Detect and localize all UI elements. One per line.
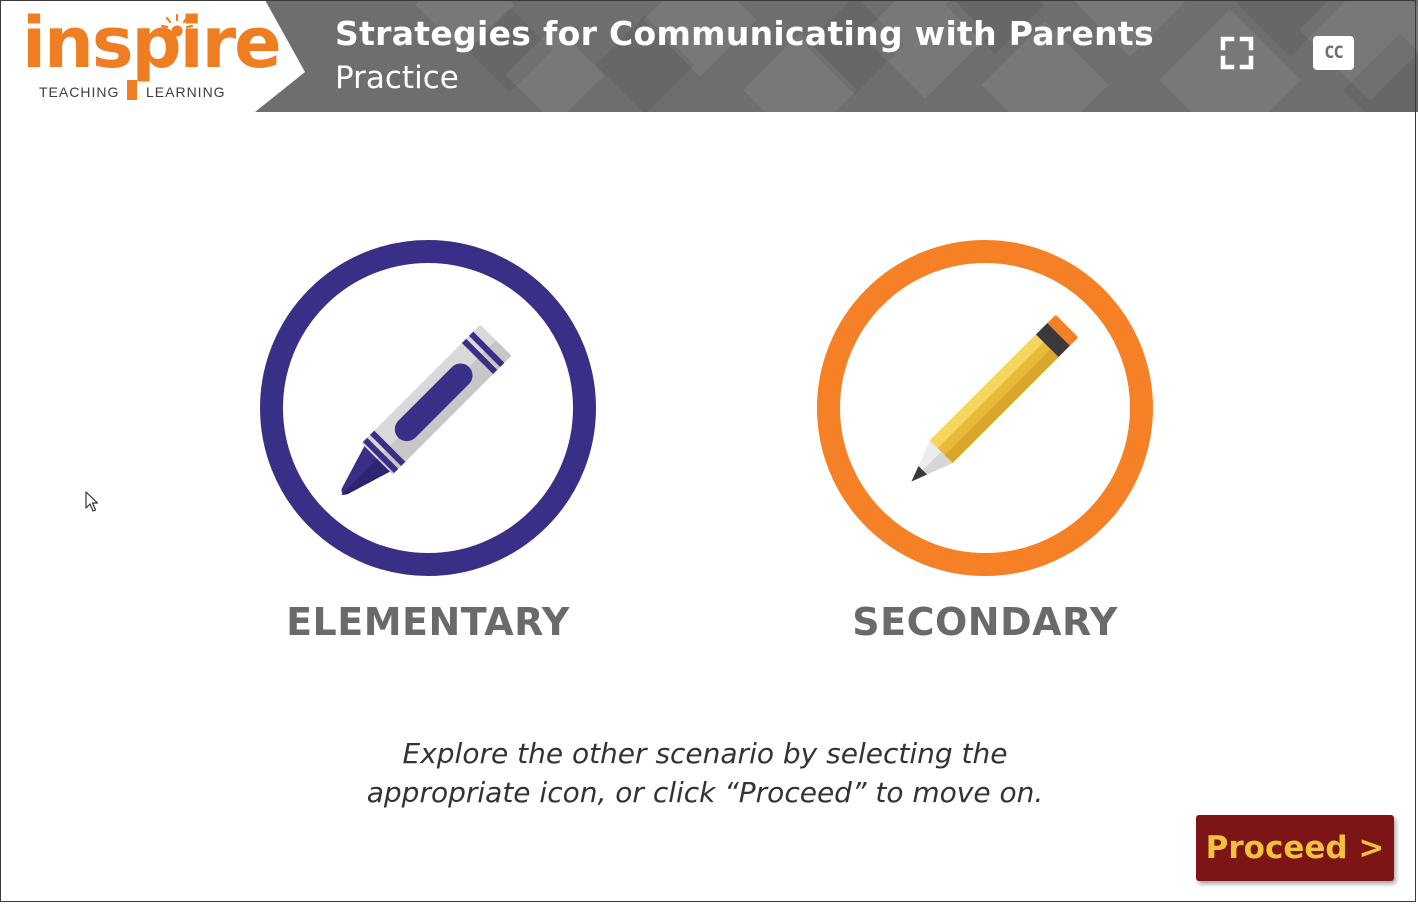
sun-icon (160, 13, 194, 37)
instruction-text: Explore the other scenario by selecting … (300, 734, 1110, 812)
closed-captions-button[interactable]: CC (1313, 36, 1354, 70)
logo-wordmark: inspire (22, 2, 282, 84)
instruction-line-2: appropriate icon, or click “Proceed” to … (366, 776, 1044, 809)
header-pattern (415, 0, 1418, 112)
mouse-pointer-icon (85, 491, 99, 512)
proceed-button-label: Proceed > (1205, 830, 1385, 866)
logo-learning-text: LEARNING (146, 84, 226, 100)
proceed-button[interactable]: Proceed > (1196, 815, 1394, 881)
elementary-label: ELEMENTARY (286, 600, 570, 644)
cc-icon: CC (1324, 43, 1344, 63)
course-title: Strategies for Communicating with Parent… (335, 14, 1154, 53)
logo-teaching-text: TEACHING (39, 84, 120, 100)
secondary-option[interactable]: SECONDARY (817, 240, 1153, 644)
fullscreen-icon (1220, 36, 1254, 70)
section-subtitle: Practice (335, 60, 459, 96)
instruction-line-1: Explore the other scenario by selecting … (402, 737, 1008, 770)
header-bar: inspire TEACHING LEARNING Strategies for… (0, 0, 1418, 112)
fullscreen-button[interactable] (1212, 28, 1262, 78)
elementary-option[interactable]: ELEMENTARY (260, 240, 596, 644)
logo-divider (127, 80, 137, 100)
crayon-icon (260, 240, 596, 576)
secondary-label: SECONDARY (852, 600, 1118, 644)
pencil-icon (817, 240, 1153, 576)
logo: inspire TEACHING LEARNING (0, 0, 305, 112)
